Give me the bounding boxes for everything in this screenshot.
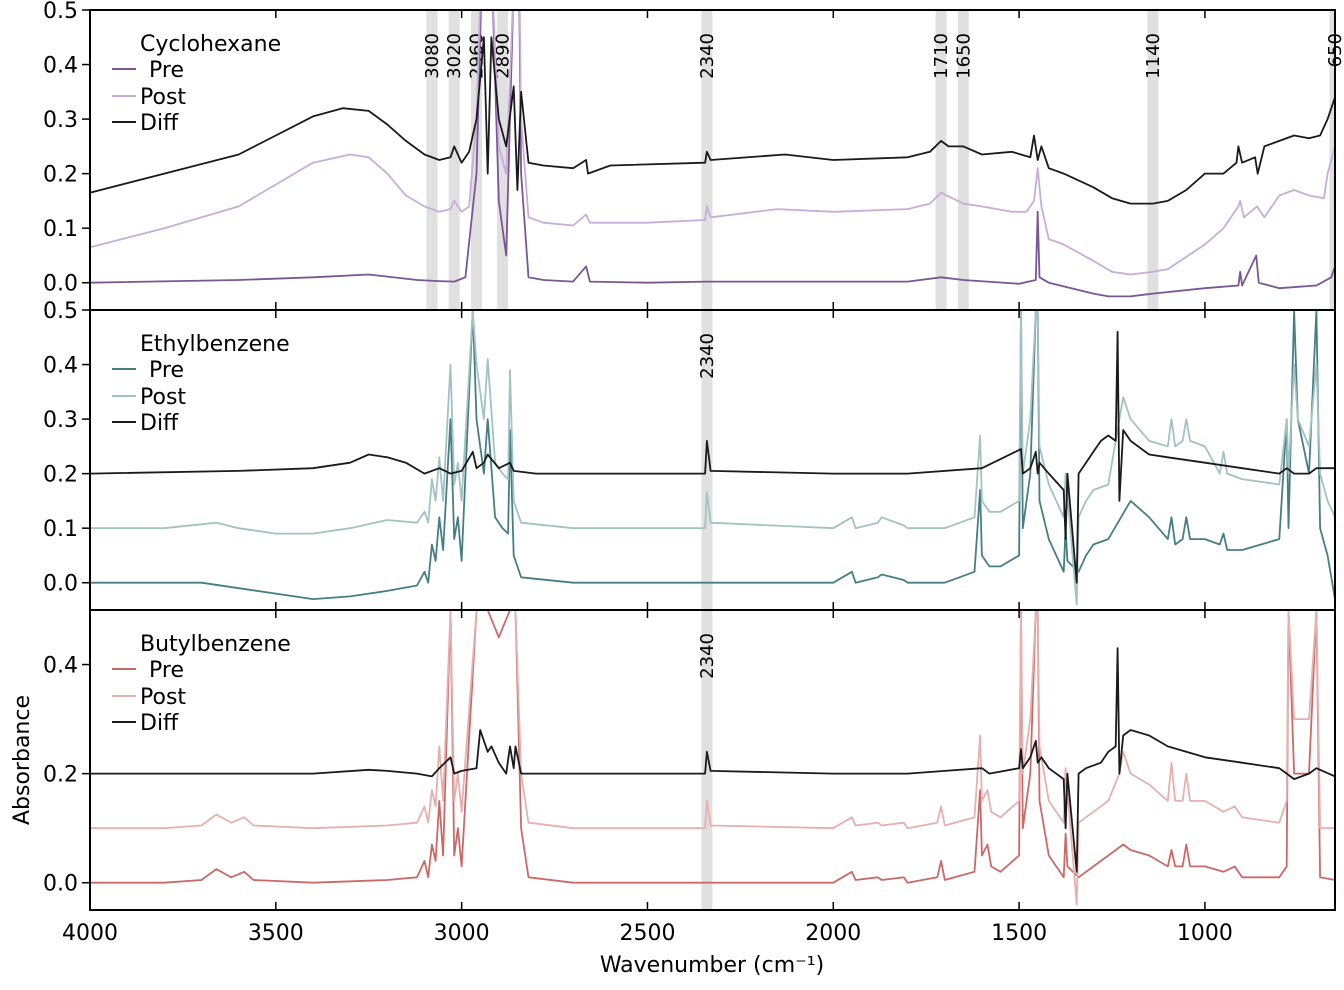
panel-frame xyxy=(89,609,1336,911)
band-2340 xyxy=(701,310,713,610)
series-group xyxy=(90,310,1335,606)
y-tick-label: 0.4 xyxy=(43,654,78,679)
band-2340 xyxy=(701,10,713,310)
y-tick-label: 0.1 xyxy=(43,217,78,242)
panel-cyclohexane: 3080 3020 2960 2890 2340 1710 1650 1140 6500.00.… xyxy=(43,0,1344,311)
series-group xyxy=(90,610,1335,906)
y-tick-label: 0.5 xyxy=(43,299,78,324)
series-diff-line xyxy=(90,647,1335,873)
band-label-2340: 2340 xyxy=(697,333,718,379)
legend-label-post: Post xyxy=(140,385,186,410)
series-pre-line xyxy=(90,610,1335,884)
x-tick-label: 1500 xyxy=(991,921,1047,946)
legend-label-post: Post xyxy=(140,685,186,710)
series-group xyxy=(90,10,1335,298)
y-tick-label: 0.0 xyxy=(43,872,78,897)
legend-title: Ethylbenzene xyxy=(140,332,290,357)
y-tick-label: 0.0 xyxy=(43,272,78,297)
band-label-1140: 1140 xyxy=(1143,33,1164,79)
band-label-2960: 2960 xyxy=(467,33,488,79)
y-tick-label: 0.2 xyxy=(43,463,78,488)
legend-label-pre: Pre xyxy=(149,658,184,683)
x-tick-label: 3000 xyxy=(434,921,490,946)
legend-label-diff: Diff xyxy=(140,111,179,136)
band-label-2340: 2340 xyxy=(697,33,718,79)
y-tick-label: 0.1 xyxy=(43,517,78,542)
legend-label-pre: Pre xyxy=(149,358,184,383)
legend-title: Cyclohexane xyxy=(140,32,281,57)
band-1650 xyxy=(957,10,969,310)
y-tick-label: 0.3 xyxy=(43,108,78,133)
y-tick-label: 0.3 xyxy=(43,408,78,433)
series-post-line xyxy=(90,610,1335,906)
band-1140 xyxy=(1147,10,1159,310)
y-tick-label: 0.4 xyxy=(43,354,78,379)
x-tick-label: 1000 xyxy=(1177,921,1233,946)
band-650 xyxy=(1329,10,1335,310)
y-tick-label: 0.4 xyxy=(43,54,78,79)
x-tick-label: 3500 xyxy=(248,921,304,946)
y-tick-label: 0.2 xyxy=(43,763,78,788)
band-label-1650: 1650 xyxy=(953,33,974,79)
series-post-line xyxy=(90,10,1335,276)
band-label-3020: 3020 xyxy=(444,33,465,79)
series-pre-line xyxy=(90,10,1335,298)
x-axis-title: Wavenumber (cm⁻¹) xyxy=(600,953,824,978)
series-diff-line xyxy=(90,36,1335,205)
x-axis: 4000 3500 3000 2500 2000 1500 1000 xyxy=(62,921,1233,946)
x-tick-label: 4000 xyxy=(62,921,118,946)
x-tick-label: 2500 xyxy=(619,921,675,946)
band-label-2890: 2890 xyxy=(493,33,514,79)
band-label-1710: 1710 xyxy=(931,33,952,79)
band-1710 xyxy=(935,10,947,310)
series-post-line xyxy=(90,310,1335,606)
y-tick-label: 0.2 xyxy=(43,163,78,188)
y-tick-label: 0.5 xyxy=(43,0,78,24)
band-label-2340: 2340 xyxy=(697,633,718,679)
legend-label-diff: Diff xyxy=(140,411,179,436)
legend-label-post: Post xyxy=(140,85,186,110)
y-tick-label: 0.0 xyxy=(43,572,78,597)
panels: 3080 3020 2960 2890 2340 1710 1650 1140 6500.00.… xyxy=(43,0,1344,911)
band-3080 xyxy=(426,10,438,310)
legend-label-diff: Diff xyxy=(140,711,179,736)
series-pre-line xyxy=(90,310,1335,600)
y-axis-title: Absorbance xyxy=(10,695,35,825)
x-tick-label: 2000 xyxy=(805,921,861,946)
band-label-3080: 3080 xyxy=(422,33,443,79)
panel-ethylbenzene: 2340 0.0 0.1 0.2 0.3 0.4 0.5 EthylbenzenePrePos… xyxy=(43,299,1336,611)
legend-title: Butylbenzene xyxy=(140,632,291,657)
series-diff-line xyxy=(90,330,1335,584)
band-3020 xyxy=(448,10,460,310)
legend-label-pre: Pre xyxy=(149,58,184,83)
